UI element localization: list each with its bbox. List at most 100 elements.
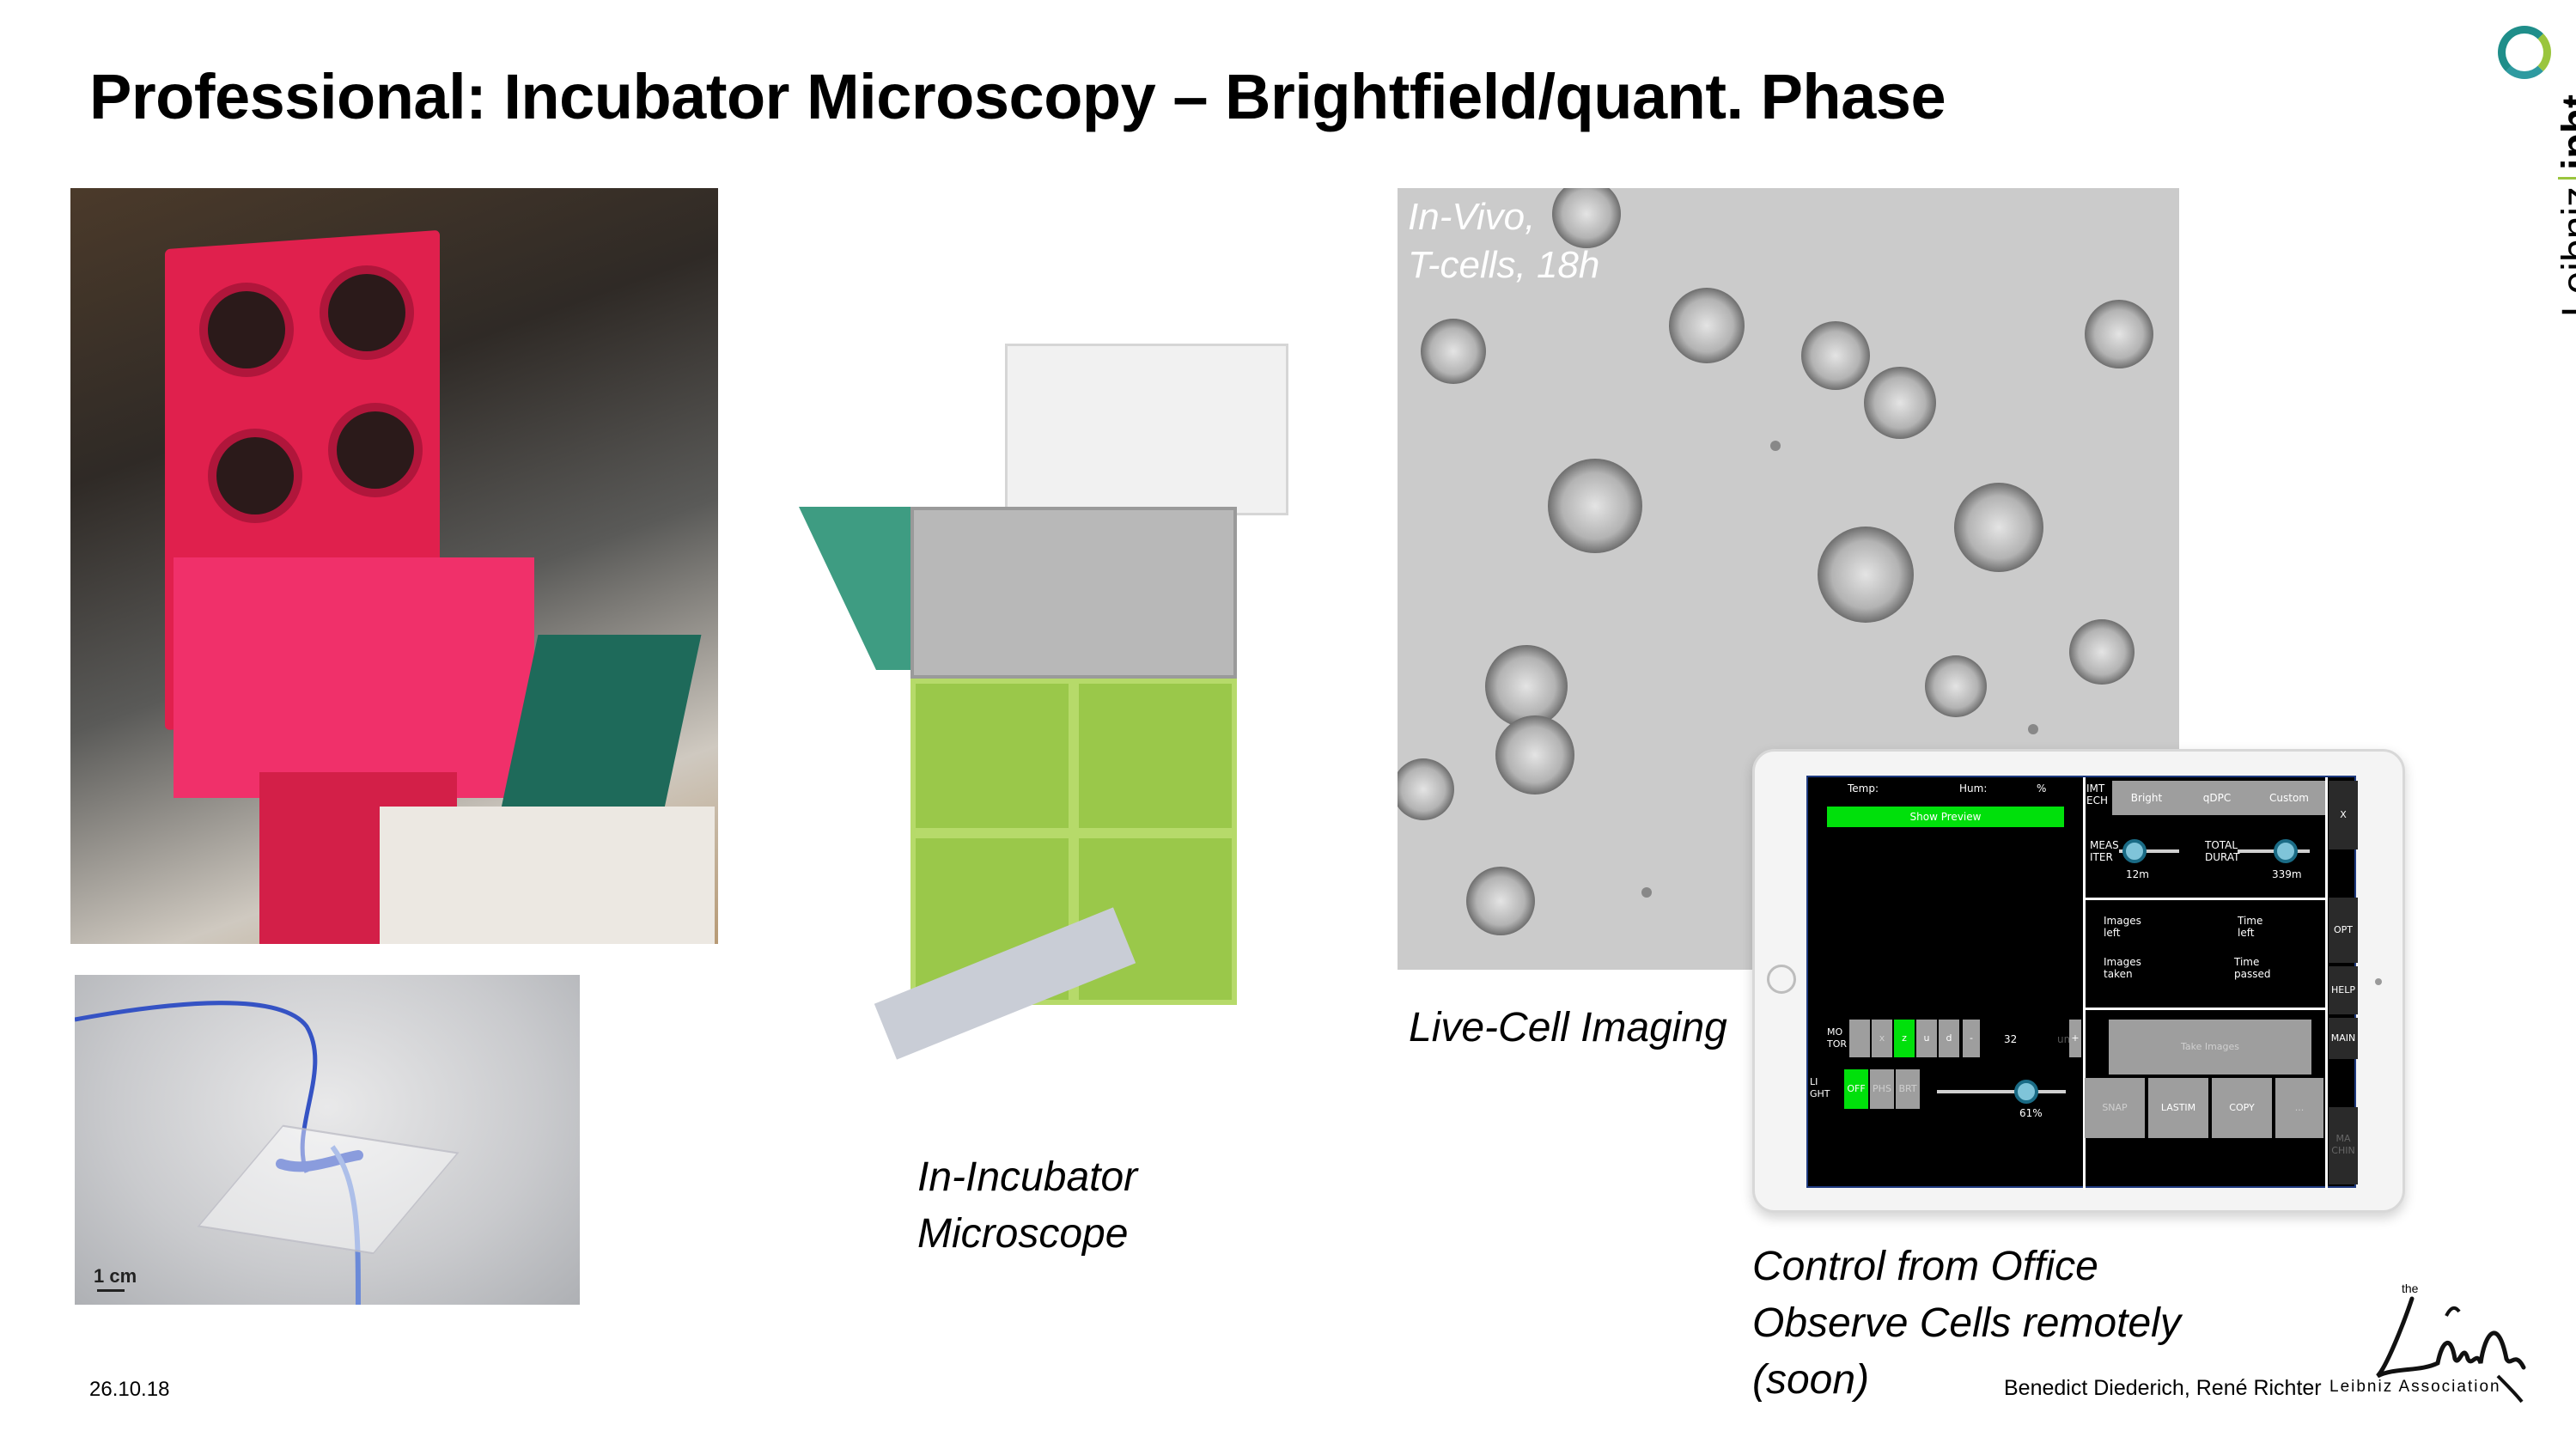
total-durat-label-line: DURAT <box>2205 851 2240 863</box>
images-left-label: Images left <box>2104 915 2141 939</box>
tablet-camera <box>2375 978 2382 985</box>
time-passed-line: Time <box>2234 956 2260 968</box>
slide-authors: Benedict Diederich, René Richter <box>2004 1376 2322 1400</box>
microscope-caption-line: Microscope <box>917 1211 1129 1257</box>
control-caption-line: Observe Cells remotely <box>1752 1300 2181 1346</box>
cells-overlay-line: In-Vivo, <box>1408 196 1536 238</box>
tab-qdpc[interactable]: qDPC <box>2202 792 2232 804</box>
imtech-label: IMT ECH <box>2086 782 2108 807</box>
temp-label: Temp: <box>1848 782 1879 795</box>
light-label-line: GHT <box>1810 1088 1830 1099</box>
light-label-line: LI <box>1810 1076 1818 1087</box>
hum-unit: % <box>2037 782 2047 795</box>
ipht-ring-icon <box>2498 26 2551 79</box>
frame-hole <box>328 403 423 497</box>
cells-overlay-line: T-cells, 18h <box>1408 244 1600 286</box>
more-button[interactable]: ... <box>2275 1078 2323 1138</box>
slide-title: Professional: Incubator Microscopy – Bri… <box>89 61 1946 132</box>
motor-label-line: MO <box>1827 1026 1843 1038</box>
time-left-line: Time <box>2238 915 2263 927</box>
total-durat-slider-knob[interactable] <box>2274 839 2298 863</box>
copy-button[interactable]: COPY <box>2212 1078 2272 1138</box>
cells-overlay-label: In-Vivo, T-cells, 18h <box>1408 193 1599 289</box>
render-green-cube <box>910 679 1074 833</box>
meas-iter-slider-knob[interactable] <box>2122 839 2147 863</box>
images-taken-line: Images <box>2104 956 2141 968</box>
tab-custom[interactable]: Custom <box>2269 792 2309 804</box>
motor-button-up[interactable]: u <box>1916 1020 1937 1057</box>
time-left-line: left <box>2238 927 2255 939</box>
time-left-label: Time left <box>2238 915 2262 939</box>
motor-step-minus[interactable]: - <box>1963 1020 1980 1057</box>
light-phase-button[interactable]: PHS <box>1870 1069 1894 1109</box>
microscope-caption: In-Incubator Microscope <box>917 1149 1137 1263</box>
logo-prefix: the <box>2402 1282 2419 1295</box>
meas-iter-value: 12m <box>2126 868 2149 880</box>
total-durat-label-line: TOTAL <box>2205 839 2238 851</box>
tab-bright[interactable]: Bright <box>2130 792 2163 804</box>
meas-iter-label: MEAS ITER <box>2090 839 2119 863</box>
leibniz-ipht-logo: Leibniz ipht <box>2491 26 2576 318</box>
images-taken-label: Images taken <box>2104 956 2141 980</box>
imtech-label-line: ECH <box>2086 795 2108 807</box>
tablet-home-button <box>1767 965 1796 994</box>
main-button[interactable]: MAIN <box>2329 1018 2358 1059</box>
divider-vertical <box>2325 777 2328 1190</box>
logo-text-leibniz: Leibniz <box>2555 186 2576 318</box>
logo-association-text: Leibniz Association <box>2329 1378 2501 1396</box>
render-gray-module <box>910 507 1237 679</box>
total-durat-value: 339m <box>2272 868 2302 880</box>
motor-button-x[interactable]: x <box>1872 1020 1892 1057</box>
time-passed-line: passed <box>2234 968 2271 980</box>
motor-label-line: TOR <box>1827 1038 1848 1050</box>
images-left-line: Images <box>2104 915 2141 927</box>
meas-iter-slider[interactable] <box>2119 849 2179 853</box>
total-durat-label: TOTAL DURAT <box>2205 839 2239 863</box>
printed-cube <box>174 557 534 798</box>
ipht-logo-text: Leibniz ipht <box>2553 94 2576 326</box>
leibniz-signature-icon <box>2376 1296 2526 1403</box>
light-off-button[interactable]: OFF <box>1844 1069 1868 1109</box>
control-app-screen: Temp: Hum: % Show Preview IMT ECH Bright… <box>1806 776 2358 1190</box>
motor-button-down[interactable]: d <box>1939 1020 1959 1057</box>
paper-sheet <box>380 807 715 944</box>
scale-bar: 1 cm <box>94 1265 137 1292</box>
imaging-mode-tabs: Bright qDPC Custom <box>2112 781 2325 815</box>
divider-vertical <box>2083 777 2086 1190</box>
options-button[interactable]: OPT <box>2329 898 2358 963</box>
divider-horizontal <box>2083 898 2327 900</box>
tubing-graphic <box>75 1001 363 1305</box>
render-green-cube <box>1074 679 1237 833</box>
control-caption-line: Control from Office <box>1752 1244 2098 1289</box>
microfluidic-chip-photo: 1 cm <box>75 975 580 1305</box>
help-button[interactable]: HELP <box>2329 966 2358 1014</box>
motor-step-plus[interactable]: + <box>2069 1020 2081 1057</box>
control-caption-line: (soon) <box>1752 1357 1870 1403</box>
snap-button[interactable]: SNAP <box>2085 1078 2145 1138</box>
light-intensity-knob[interactable] <box>2014 1080 2038 1104</box>
control-caption: Control from Office Observe Cells remote… <box>1752 1239 2181 1409</box>
render-teal-arm <box>799 507 928 670</box>
tablet-device: Temp: Hum: % Show Preview IMT ECH Bright… <box>1752 749 2405 1213</box>
light-bright-button[interactable]: BRT <box>1896 1069 1920 1109</box>
images-taken-line: taken <box>2104 968 2133 980</box>
microscope-caption-line: In-Incubator <box>917 1154 1138 1200</box>
motor-step-value: 32 <box>2004 1033 2018 1045</box>
hum-label: Hum: <box>1959 782 1988 795</box>
take-images-button[interactable]: Take Images <box>2109 1020 2311 1075</box>
last-image-button[interactable]: LASTIM <box>2148 1078 2208 1138</box>
show-preview-button[interactable]: Show Preview <box>1827 807 2064 827</box>
machine-button[interactable]: MA CHIN <box>2329 1107 2358 1184</box>
time-passed-label: Time passed <box>2234 956 2270 980</box>
close-button[interactable]: X <box>2329 781 2358 849</box>
meas-iter-label-line: MEAS <box>2090 839 2119 851</box>
light-intensity-slider[interactable] <box>1937 1090 2066 1093</box>
light-intensity-value: 61% <box>2019 1107 2043 1119</box>
prototype-photo <box>70 188 718 944</box>
motor-button-blank[interactable] <box>1849 1020 1870 1057</box>
frame-hole <box>320 265 414 360</box>
motor-button-z[interactable]: z <box>1894 1020 1915 1057</box>
leibniz-association-logo: the Leibniz Association <box>2326 1273 2541 1428</box>
render-top-frame <box>1005 344 1288 515</box>
frame-hole <box>208 429 302 523</box>
